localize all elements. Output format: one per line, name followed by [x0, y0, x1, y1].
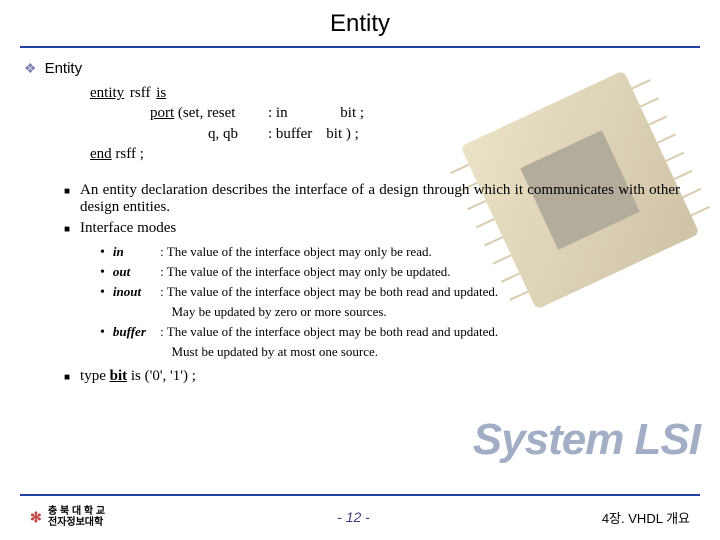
footer-rule: [20, 494, 700, 496]
square-bullet-icon: ■: [64, 182, 70, 216]
dot-bullet-icon: •: [100, 244, 105, 262]
footer-left: 충 북 대 학 교 전자정보대학: [30, 506, 105, 528]
footer: 충 북 대 학 교 전자정보대학 - 12 - 4장. VHDL 개요: [0, 506, 720, 528]
bullet-text: An entity declaration describes the inte…: [80, 182, 680, 216]
section-label: Entity: [45, 60, 83, 77]
square-bullet-icon: ■: [64, 220, 70, 240]
dot-bullet-icon: •: [100, 264, 105, 282]
page-number: - 12 -: [337, 509, 370, 525]
footer-right: 4장. VHDL 개요: [602, 508, 690, 527]
bullet-text: Interface modes: [80, 220, 176, 240]
logo-icon: [30, 510, 44, 524]
slide-content: Entity ❖ Entity entity rsff is port (set…: [0, 0, 720, 388]
code-block: entity rsff is port (set, reset : in bit…: [90, 83, 720, 164]
dot-bullet-icon: •: [100, 324, 105, 342]
square-bullet-icon: ■: [64, 368, 70, 388]
watermark-text: System LSI: [473, 415, 700, 465]
bullet-list: ■ An entity declaration describes the in…: [64, 182, 680, 240]
mode-list: • in : The value of the interface object…: [100, 244, 720, 362]
bullet-text: type bit is ('0', '1') ;: [80, 368, 196, 388]
dot-bullet-icon: •: [100, 284, 105, 302]
section-heading: ❖ Entity: [0, 48, 720, 83]
page-title: Entity: [0, 0, 720, 46]
bullet-list-2: ■ type bit is ('0', '1') ;: [64, 368, 680, 388]
diamond-bullet-icon: ❖: [24, 60, 37, 77]
